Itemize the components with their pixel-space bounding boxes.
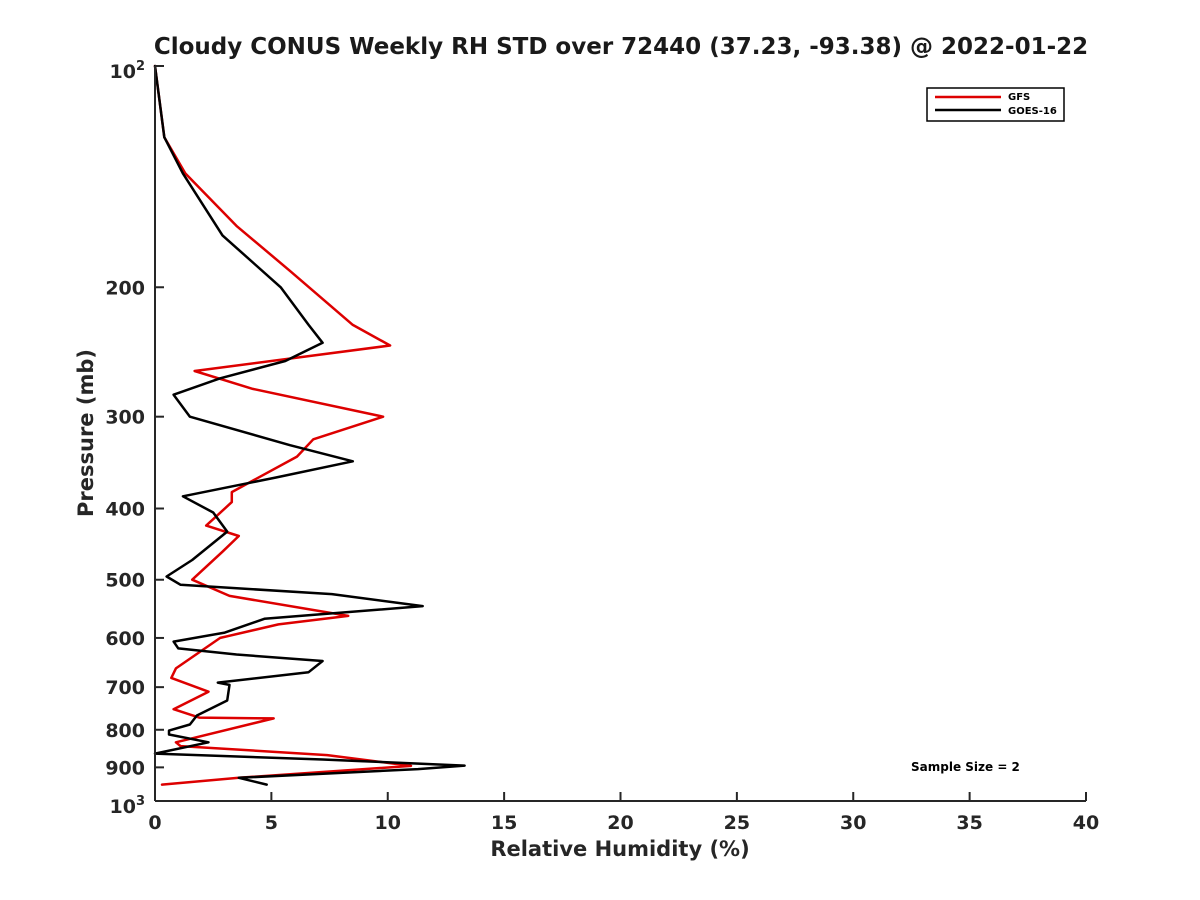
legend: GFS GOES-16 (926, 87, 1065, 122)
x-tick-label: 40 (1073, 812, 1099, 834)
legend-box (926, 87, 1065, 122)
series-line-gfs (153, 64, 413, 786)
y-tick-label: 102 (110, 59, 146, 83)
y-tick-label: 900 (105, 757, 145, 779)
x-tick-label: 10 (375, 812, 401, 834)
x-ticks: 0 5 10 15 20 25 30 35 40 (148, 792, 1099, 834)
y-tick-label: 300 (105, 407, 145, 429)
x-axis-label: Relative Humidity (%) (490, 837, 749, 861)
y-tick-label: 800 (105, 720, 145, 742)
y-axis-label: Pressure (mb) (74, 349, 98, 517)
y-tick-label: 700 (105, 677, 145, 699)
series-line-goes-16 (153, 64, 466, 786)
y-tick-label: 500 (105, 570, 145, 592)
x-tick-label: 25 (724, 812, 750, 834)
y-tick-label: 400 (105, 499, 145, 521)
x-tick-label: 35 (956, 812, 982, 834)
y-tick-label: 200 (105, 277, 145, 299)
x-tick-label: 0 (148, 812, 161, 834)
x-tick-label: 5 (265, 812, 278, 834)
plot-lines (153, 64, 466, 786)
y-ticks: 102 200 300 400 500 600 700 800 900 103 (105, 59, 164, 818)
legend-label-goes16: GOES-16 (1008, 106, 1057, 117)
x-tick-label: 30 (840, 812, 866, 834)
x-tick-label: 20 (607, 812, 633, 834)
y-tick-label: 600 (105, 628, 145, 650)
x-tick-label: 15 (491, 812, 517, 834)
legend-label-gfs: GFS (1008, 92, 1030, 103)
chart-title: Cloudy CONUS Weekly RH STD over 72440 (3… (154, 34, 1088, 60)
y-tick-label: 103 (110, 794, 146, 818)
sample-size-annotation: Sample Size = 2 (911, 760, 1020, 774)
